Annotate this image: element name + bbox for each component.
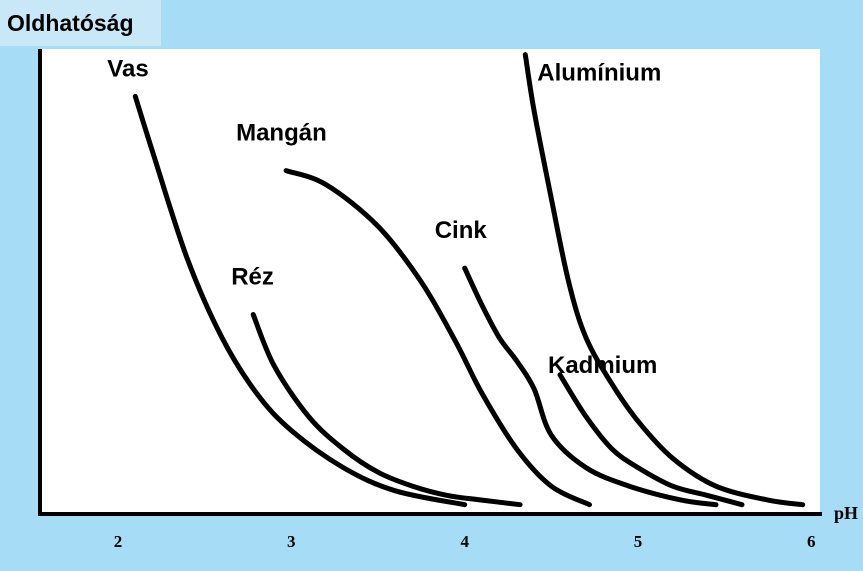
- chart-title: Oldhatóság: [7, 10, 134, 36]
- curve-vas: [132, 93, 468, 508]
- x-tick-label: 4: [460, 532, 469, 551]
- series-label-mangan: Mangán: [236, 120, 327, 147]
- series-label-aluminium: Alumínium: [537, 60, 661, 87]
- curve-cink: [462, 265, 719, 508]
- x-tick-label: 5: [634, 532, 643, 551]
- series-label-kadmium: Kadmium: [548, 352, 657, 379]
- title-box: [0, 0, 161, 46]
- series-label-rez: Réz: [231, 264, 274, 291]
- x-axis-label: pH: [834, 503, 858, 523]
- x-tick-labels: 2 3 4 5 6: [114, 532, 816, 551]
- curve-mangan: [283, 168, 592, 508]
- plot-area: [40, 49, 820, 512]
- curves-layer: [132, 52, 806, 508]
- curve-kadmium: [557, 372, 745, 508]
- curve-aluminium: [522, 52, 806, 508]
- curve-rez: [250, 312, 523, 508]
- series-labels-layer: Vas Mangán Réz Cink Alumínium Kadmium: [107, 55, 661, 378]
- series-label-cink: Cink: [435, 217, 488, 244]
- x-tick-label: 3: [287, 532, 296, 551]
- x-tick-label: 6: [807, 532, 816, 551]
- series-label-vas: Vas: [107, 55, 148, 82]
- x-tick-label: 2: [114, 532, 123, 551]
